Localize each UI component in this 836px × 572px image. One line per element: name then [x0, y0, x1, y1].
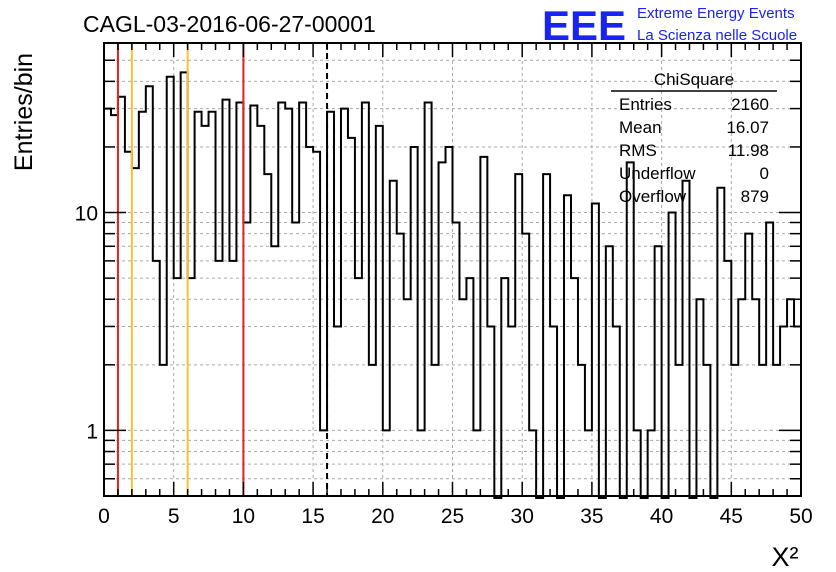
x-tick-label: 0	[98, 505, 110, 528]
stats-box: ChiSquare Entries 2160 Mean 16.07 RMS 11.98 Un…	[611, 70, 777, 206]
x-tick-label: 30	[511, 505, 534, 528]
x-tick-label: 10	[232, 505, 255, 528]
stats-row-value: 2160	[731, 95, 769, 114]
logo-mark: EEE	[542, 2, 626, 49]
stats-row-label: RMS	[619, 141, 657, 160]
chart-title: CAGL-03-2016-06-27-00001	[83, 11, 376, 37]
y-axis-label: Entries/bin	[10, 53, 38, 171]
x-tick-label: 50	[789, 505, 812, 528]
reference-lines	[116, 43, 329, 496]
x-tick-label: 35	[580, 505, 603, 528]
stats-row-value: 0	[760, 164, 769, 183]
stats-row-label: Mean	[619, 118, 662, 137]
stats-row-label: Overflow	[619, 187, 687, 206]
axes: 0 5 10 15 20 25 30 35 40 45 50 1 10	[75, 42, 813, 528]
y-tick-label: 1	[86, 420, 98, 443]
stats-row-value: 11.98	[728, 141, 769, 160]
stats-title: ChiSquare	[654, 70, 734, 89]
stats-row-value: 16.07	[726, 118, 769, 137]
x-tick-label: 25	[441, 505, 464, 528]
histogram-series	[104, 71, 801, 499]
histogram-outline	[104, 71, 801, 499]
x-tick-label: 40	[650, 505, 673, 528]
x-tick-label: 20	[371, 505, 394, 528]
stats-row-label: Underflow	[619, 164, 696, 183]
x-tick-label: 5	[168, 505, 180, 528]
x-axis-label: X²	[772, 542, 799, 572]
y-tick-label: 10	[75, 203, 98, 226]
logo-line-2: La Scienza nelle Scuole	[637, 27, 797, 44]
x-tick-label: 45	[720, 505, 743, 528]
x-tick-label: 15	[301, 505, 324, 528]
logo-line-1: Extreme Energy Events	[637, 5, 795, 22]
stats-row-value: 879	[741, 187, 769, 206]
stats-row-label: Entries	[619, 95, 672, 114]
eee-logo: EEE Extreme Energy Events La Scienza nel…	[542, 2, 797, 49]
